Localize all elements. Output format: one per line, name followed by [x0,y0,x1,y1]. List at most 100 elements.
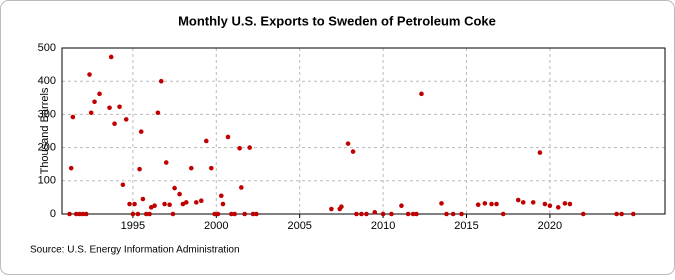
point [567,201,573,207]
point [450,211,456,217]
point [359,211,364,217]
point [242,211,247,217]
x-tick-label: 2020 [538,220,562,232]
chart-title: Monthly U.S. Exports to Sweden of Petrol… [178,13,496,28]
point [147,211,152,217]
point [389,211,394,217]
point [631,211,636,217]
point [130,211,136,217]
point [619,211,624,217]
point [80,211,86,217]
point [140,196,146,202]
point [372,210,378,215]
x-tick-label: 1995 [121,220,145,232]
point [152,203,157,208]
point [444,211,449,217]
point [107,105,112,111]
point [220,201,226,207]
point [73,211,79,217]
point [120,182,126,188]
point [537,150,543,155]
point [87,72,92,77]
x-tick-label: 2015 [454,220,478,232]
point [515,197,521,203]
point [170,211,176,217]
point [155,110,161,116]
point [380,211,386,217]
point [92,99,97,105]
point [143,211,149,217]
point [232,211,237,217]
point [530,200,536,205]
point [439,201,444,206]
point [229,211,234,217]
point [225,134,231,140]
point [177,191,182,197]
y-tick-label: 100 [38,175,56,187]
point [162,201,167,207]
point [203,138,209,144]
point [555,205,561,210]
point [135,211,141,217]
y-tick-label: 0 [50,208,56,220]
point [350,149,356,154]
point [405,211,411,217]
point [215,211,221,217]
x-tick-label: 2000 [204,220,228,232]
point [212,211,217,217]
point [562,201,568,206]
point [364,211,369,217]
point [329,206,334,212]
point [172,185,177,191]
point [542,201,548,207]
point [580,211,586,217]
point [410,211,416,217]
point [198,198,204,204]
point [83,211,89,217]
point [475,202,481,208]
point [459,211,464,217]
y-tick-label: 300 [38,108,56,120]
point [354,211,359,217]
point [123,117,129,122]
point [68,165,74,171]
point [489,201,494,207]
point [208,165,214,171]
point [494,201,499,207]
point [482,201,488,206]
point [117,104,122,110]
point [138,129,144,134]
point [247,145,252,150]
point [183,200,189,205]
point [419,91,424,97]
point [339,204,344,209]
point [218,193,224,199]
point [108,54,114,60]
point [500,211,506,217]
point [254,211,259,217]
point [237,145,242,151]
point [414,211,419,217]
x-tick-label: 2005 [287,220,311,232]
x-tick-label: 2010 [371,220,395,232]
point [137,166,142,172]
point [112,121,117,126]
point [77,211,82,217]
point [345,141,351,146]
point [193,200,199,205]
point [127,201,132,207]
y-tick-label: 200 [38,142,56,154]
point [188,165,194,171]
point [163,160,169,165]
y-tick-label: 400 [38,75,56,87]
point [520,200,526,205]
point [547,203,553,208]
point [97,91,102,97]
point [132,201,137,207]
y-tick-label: 500 [38,42,56,54]
point [167,202,172,208]
point [614,211,619,217]
point [70,114,76,120]
